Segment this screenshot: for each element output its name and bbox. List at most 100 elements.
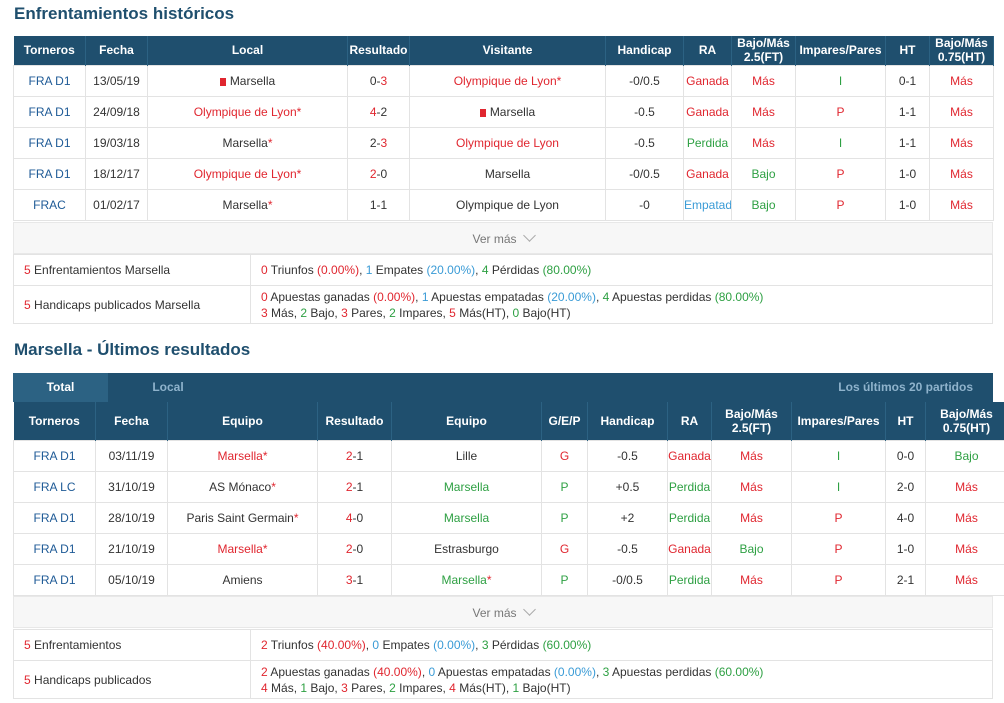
- league-cell[interactable]: FRA D1: [13, 439, 96, 472]
- odd-even-cell: P: [791, 563, 886, 596]
- date-cell: 21/10/19: [95, 532, 168, 565]
- summary-value: 4: [602, 289, 610, 304]
- league-cell[interactable]: FRA D1: [13, 501, 96, 534]
- league-cell-value: FRA D1: [28, 135, 71, 150]
- team-cell[interactable]: Marsella*: [167, 532, 318, 565]
- team-cell[interactable]: Olympique de Lyon*: [147, 157, 348, 190]
- team-name: Marsella: [443, 479, 490, 494]
- date-cell-value: 21/10/19: [108, 541, 155, 556]
- league-cell[interactable]: FRA D1: [13, 532, 96, 565]
- tab-local[interactable]: Local: [152, 380, 184, 394]
- team-cell[interactable]: Marsella*: [147, 126, 348, 159]
- summary-value: (60.00%): [542, 638, 592, 652]
- table-row: FRA D1 19/03/18 Marsella* 2-3 Olympique de L…: [13, 126, 994, 159]
- league-cell[interactable]: FRA D1: [13, 563, 96, 596]
- team-name: Marsella: [222, 135, 268, 150]
- summary-text: Pares,: [347, 305, 390, 320]
- odd-even-cell: I: [791, 439, 886, 472]
- odd-even-cell-value: P: [836, 104, 845, 119]
- ht-cell: 4-0: [885, 501, 926, 534]
- team-name: Olympique de Lyon: [456, 197, 559, 212]
- h2h-table: Torneros Fecha Local Resultado Visitante Hand…: [13, 36, 994, 221]
- team-cell[interactable]: Estrasburgo: [391, 532, 542, 565]
- score-separator: -: [376, 104, 381, 119]
- score-away: 3: [380, 73, 388, 88]
- summary-value: 4: [261, 680, 268, 695]
- team-cell[interactable]: Olympique de Lyon: [409, 126, 606, 159]
- handicap-cell: -0/0.5: [605, 64, 684, 97]
- team-cell[interactable]: Marsella: [391, 470, 542, 503]
- over-under-ht-cell-value: Más: [955, 510, 978, 525]
- table-row: FRA D1 05/10/19 Amiens 3-1 Marsella* P -0/0.5 P…: [13, 563, 1004, 596]
- team-name: Lille: [455, 448, 478, 463]
- over-under-cell-value: Bajo: [751, 166, 776, 181]
- league-cell[interactable]: FRA D1: [13, 126, 86, 159]
- table-row: FRA D1 18/12/17 Olympique de Lyon* 2-0 Marse…: [13, 157, 994, 190]
- ht-cell: 0-0: [885, 439, 926, 472]
- team-cell[interactable]: Marsella: [409, 95, 606, 128]
- last-20-matches-label[interactable]: Los últimos 20 partidos: [838, 380, 973, 394]
- team-cell[interactable]: Lille: [391, 439, 542, 472]
- league-cell[interactable]: FRA D1: [13, 157, 86, 190]
- score-away: 2: [380, 104, 388, 119]
- league-cell-value: FRA D1: [33, 448, 76, 463]
- summary-value: 1: [300, 680, 308, 695]
- handicap-cell-value: +0.5: [615, 479, 640, 494]
- team-cell[interactable]: Olympique de Lyon*: [409, 64, 606, 97]
- column-header: RA: [683, 36, 732, 65]
- over-under-cell-value: Más: [740, 510, 763, 525]
- odd-even-cell-value: P: [834, 510, 843, 525]
- team-cell[interactable]: Amiens: [167, 563, 318, 596]
- ra-cell-value: Ganada: [668, 448, 711, 463]
- summary-value: (40.00%): [317, 638, 366, 652]
- date-cell: 19/03/18: [85, 126, 148, 159]
- over-under-cell-value: Más: [740, 448, 763, 463]
- summary-value: 0: [261, 263, 268, 277]
- league-cell[interactable]: FRA D1: [13, 64, 86, 97]
- tab-total[interactable]: Total: [13, 373, 108, 402]
- team-cell[interactable]: Marsella: [391, 501, 542, 534]
- team-cell[interactable]: Paris Saint Germain*: [167, 501, 318, 534]
- team-cell[interactable]: Marsella*: [147, 188, 348, 221]
- team-cell[interactable]: Marsella*: [167, 439, 318, 472]
- team-name: Marsella: [489, 104, 536, 119]
- h2h-ver-mas-button[interactable]: Ver más: [13, 222, 993, 254]
- team-name: Olympique de Lyon: [456, 135, 559, 150]
- team-name: Marsella: [217, 541, 263, 556]
- score-home: 2: [345, 541, 353, 556]
- score-cell: 2-0: [347, 157, 410, 190]
- league-cell[interactable]: FRAC: [13, 188, 86, 221]
- over-under-cell: Bajo: [731, 157, 796, 190]
- table-row: FRA LC 31/10/19 AS Mónaco* 2-1 Marsella P +0.5…: [13, 470, 1004, 503]
- date-cell: 03/11/19: [95, 439, 168, 472]
- ht-cell: 1-1: [885, 95, 930, 128]
- h2h-summary-label-2: 5 Handicaps publicados Marsella: [13, 285, 251, 324]
- score-separator: -: [352, 510, 357, 525]
- ra-cell-value: Perdida: [668, 510, 711, 525]
- league-cell-value: FRA D1: [33, 541, 76, 556]
- league-cell[interactable]: FRA LC: [13, 470, 96, 503]
- recent-ver-mas-button[interactable]: Ver más: [13, 596, 993, 628]
- summary-value: 3: [341, 680, 348, 695]
- team-name: Olympique de Lyon: [453, 73, 557, 88]
- favorite-star: *: [267, 197, 273, 212]
- odd-even-cell: I: [795, 126, 886, 159]
- ht-cell-value: 1-0: [898, 166, 917, 181]
- team-cell[interactable]: AS Mónaco*: [167, 470, 318, 503]
- team-cell[interactable]: Marsella: [147, 64, 348, 97]
- team-cell[interactable]: Olympique de Lyon*: [147, 95, 348, 128]
- team-cell[interactable]: Marsella: [409, 157, 606, 190]
- league-cell[interactable]: FRA D1: [13, 95, 86, 128]
- team-name: Paris Saint Germain: [186, 510, 294, 525]
- red-card-icon: [479, 108, 486, 117]
- team-cell[interactable]: Marsella*: [391, 563, 542, 596]
- date-cell-value: 28/10/19: [108, 510, 155, 525]
- odd-even-cell: P: [795, 188, 886, 221]
- score-home: 1: [369, 197, 377, 212]
- table-row: FRA D1 03/11/19 Marsella* 2-1 Lille G -0.5 Gana…: [13, 439, 1004, 472]
- summary-text: Más,: [267, 305, 301, 320]
- score-separator: -: [352, 448, 357, 463]
- team-cell[interactable]: Olympique de Lyon: [409, 188, 606, 221]
- chevron-down-icon: [522, 603, 536, 616]
- score-separator: -: [352, 479, 357, 494]
